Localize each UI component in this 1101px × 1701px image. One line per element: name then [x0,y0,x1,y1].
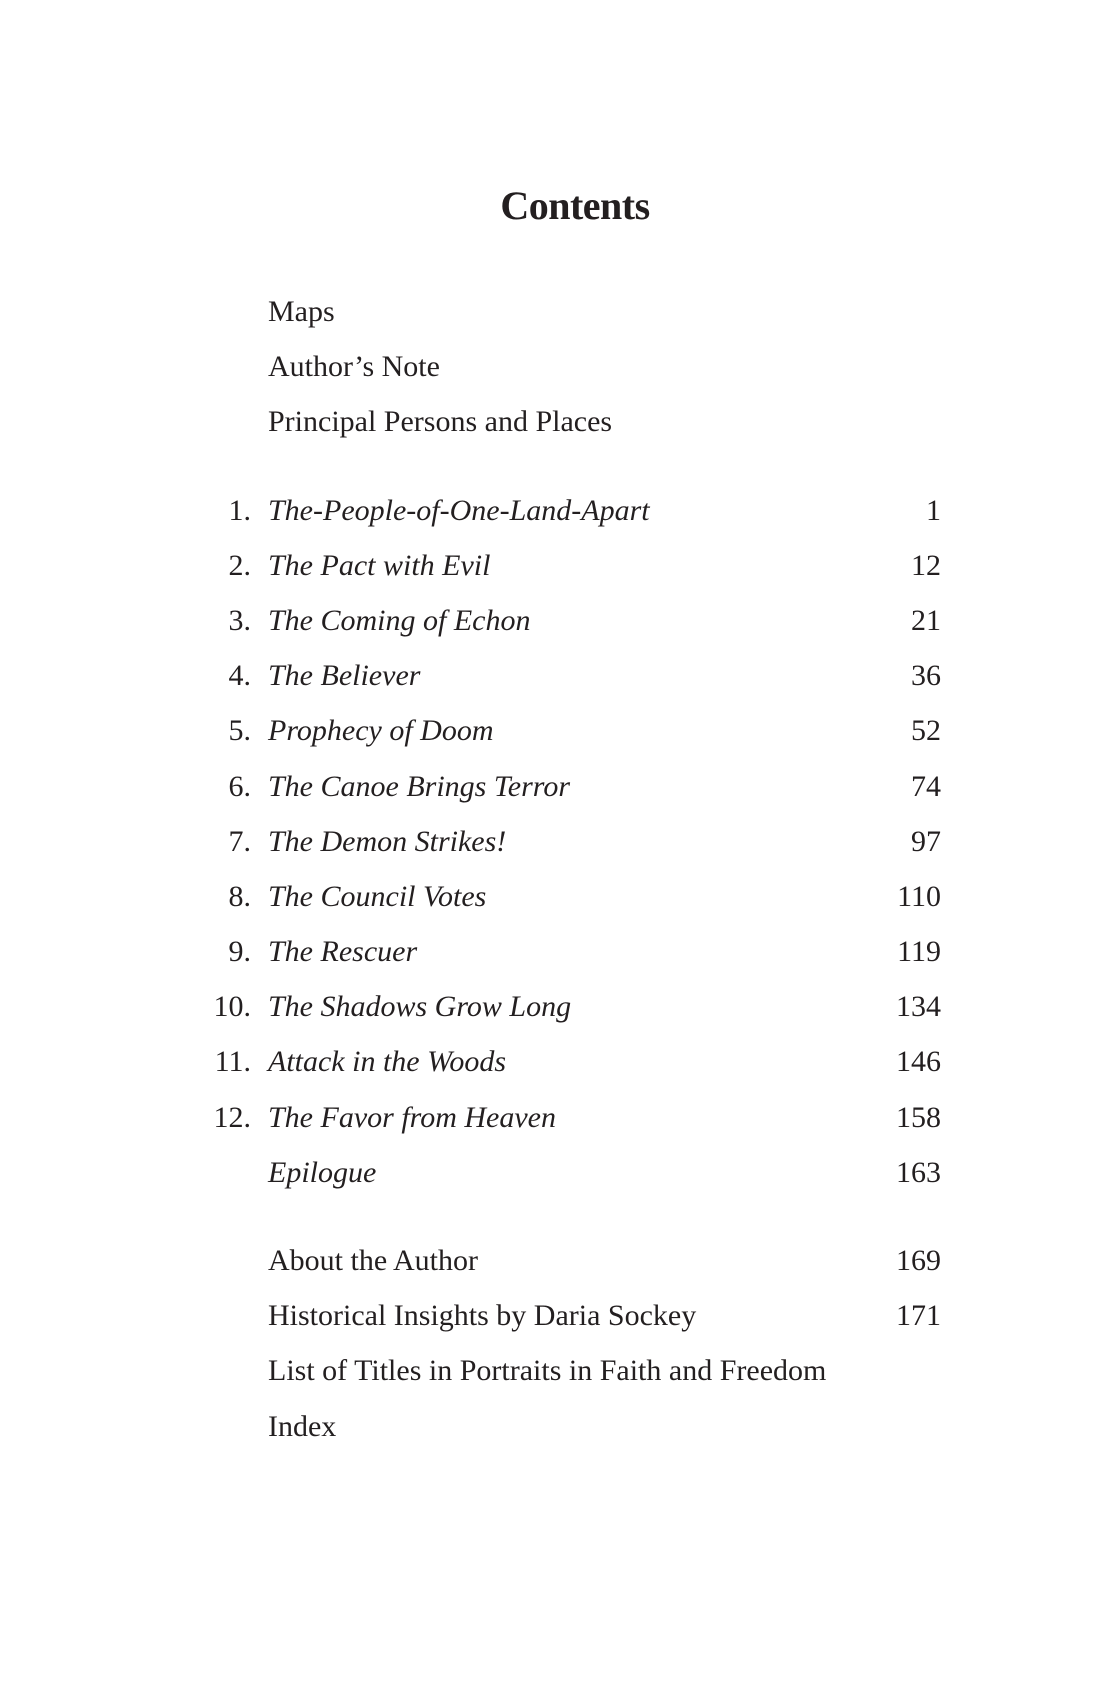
chapter-title: Prophecy of Doom [268,714,494,748]
page-number: 146 [896,1045,941,1079]
chapter-number: 12. [213,1100,252,1134]
chapter-title: The Rescuer [268,935,418,969]
chapter-number: 2. [228,548,252,582]
chapter-entry[interactable]: 7. The Demon Strikes! 97 [0,814,1101,869]
entry-label: Author’s Note [268,350,440,384]
chapter-title: The Demon Strikes! [268,824,507,858]
toc-entry[interactable]: List of Titles in Portraits in Faith and… [0,1343,1101,1398]
page-number: 119 [897,935,941,969]
chapter-title: The Shadows Grow Long [268,990,572,1024]
chapter-entry[interactable]: 9. The Rescuer 119 [0,924,1101,979]
toc-entry[interactable]: Maps [0,284,1101,339]
chapter-number: 4. [228,659,252,693]
toc-entry[interactable]: Index [0,1399,1101,1454]
chapter-entry[interactable]: 12. The Favor from Heaven 158 [0,1090,1101,1145]
page-number: 21 [911,603,941,637]
page-number: 134 [896,990,941,1024]
toc-entry[interactable]: Historical Insights by Daria Sockey 171 [0,1288,1101,1343]
chapter-number: 5. [228,714,252,748]
chapter-entry[interactable]: 8. The Council Votes 110 [0,869,1101,924]
chapter-number: 8. [228,879,252,913]
chapter-title: The Pact with Evil [268,548,491,582]
entry-label: Principal Persons and Places [268,405,613,439]
chapter-number: 9. [228,935,252,969]
toc-entry[interactable]: Principal Persons and Places [0,394,1101,449]
chapter-title: Epilogue [268,1155,377,1189]
chapter-entry[interactable]: 6. The Canoe Brings Terror 74 [0,759,1101,814]
chapter-number: 1. [228,493,252,527]
page-number: 52 [911,714,941,748]
page-number: 1 [926,493,941,527]
page-number: 36 [911,659,941,693]
back-matter: About the Author 169 Historical Insights b… [0,1233,1101,1454]
page-number: 169 [896,1244,941,1277]
page-number: 110 [897,879,941,913]
chapter-title: The-People-of-One-Land-Apart [268,493,650,527]
chapter-title: The Council Votes [268,879,487,913]
chapter-title: The Coming of Echon [268,603,531,637]
entry-label: Index [268,1409,337,1443]
chapters: 1. The-People-of-One-Land-Apart 1 2. The Pac… [0,483,1101,1200]
chapter-entry[interactable]: 3. The Coming of Echon 21 [0,593,1101,648]
page-number: 158 [896,1100,941,1134]
chapter-number: 10. [213,990,252,1024]
chapter-number: 3. [228,603,252,637]
chapter-title: Attack in the Woods [268,1045,507,1079]
chapter-entry[interactable]: 5. Prophecy of Doom 52 [0,703,1101,758]
entry-label: Maps [268,295,335,328]
chapter-entry[interactable]: 10. The Shadows Grow Long 134 [0,979,1101,1034]
chapter-entry[interactable]: 2. The Pact with Evil 12 [0,538,1101,593]
page-number: 171 [896,1299,941,1333]
entry-label: About the Author [268,1244,478,1277]
chapter-title: The Favor from Heaven [268,1100,556,1134]
table-of-contents: Maps Author’s Note Principal Persons and… [0,284,1101,1487]
chapter-number: 11. [214,1045,251,1079]
chapter-number: 6. [228,769,252,803]
chapter-entry[interactable]: 11. Attack in the Woods 146 [0,1034,1101,1089]
chapter-number: 7. [228,824,252,858]
page-number: 163 [896,1155,941,1189]
chapter-entry[interactable]: Epilogue 163 [0,1145,1101,1200]
page-number: 74 [911,769,941,803]
chapter-entry[interactable]: 1. The-People-of-One-Land-Apart 1 [0,483,1101,538]
page-number: 12 [911,548,941,582]
chapter-title: The Believer [268,659,421,693]
toc-entry[interactable]: Author’s Note [0,339,1101,394]
page-number: 97 [911,824,941,858]
page-title: Contents [500,183,650,228]
entry-label: List of Titles in Portraits in Faith and… [268,1354,827,1388]
toc-entry[interactable]: About the Author 169 [0,1233,1101,1288]
chapter-title: The Canoe Brings Terror [268,769,570,803]
entry-label: Historical Insights by Daria Sockey [268,1299,697,1333]
chapter-entry[interactable]: 4. The Believer 36 [0,648,1101,703]
front-matter: Maps Author’s Note Principal Persons and… [0,284,1101,450]
